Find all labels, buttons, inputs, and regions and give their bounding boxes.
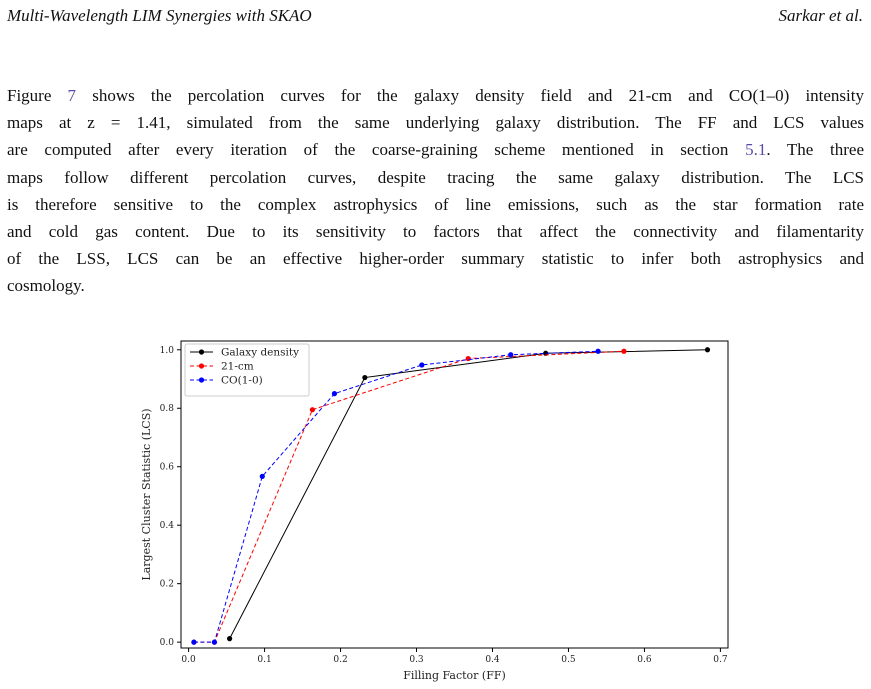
figure-ref-link[interactable]: 7	[67, 86, 77, 105]
y-tick-label: 1.0	[160, 346, 175, 356]
series-line	[229, 349, 708, 639]
x-axis-label: Filling Factor (FF)	[403, 669, 506, 682]
data-point	[419, 362, 425, 368]
paragraph-line: is therefore sensitive to the complex as…	[7, 194, 864, 214]
data-point	[191, 639, 197, 645]
paragraph-line: Figure 7 shows the percolation curves fo…	[7, 82, 864, 109]
x-tick-label: 0.3	[409, 655, 424, 665]
paragraph-line: of the LSS, LCS can be an effective high…	[7, 249, 864, 269]
data-point	[621, 348, 627, 354]
section-ref-link[interactable]: 5.1	[745, 140, 767, 160]
body-paragraph: Figure 7 shows the percolation curves fo…	[7, 82, 864, 300]
legend-label: 21-cm	[221, 361, 254, 373]
legend-marker	[198, 377, 205, 383]
y-tick-label: 0.0	[160, 638, 175, 648]
plot-frame	[180, 340, 729, 649]
data-point	[259, 473, 265, 479]
paragraph-line: maps at z = 1.41, simulated from the sam…	[7, 113, 864, 133]
x-tick-label: 0.5	[561, 655, 576, 665]
data-point	[508, 352, 514, 358]
x-tick-label: 0.4	[485, 655, 500, 665]
y-tick-label: 0.6	[160, 463, 175, 473]
legend-box	[184, 343, 310, 397]
running-header-title: Multi-Wavelength LIM Synergies with SKAO	[7, 6, 312, 25]
x-tick-label: 0.2	[333, 655, 347, 665]
data-point	[465, 355, 471, 362]
legend-label: CO(1-0)	[221, 375, 263, 387]
data-point	[331, 391, 338, 397]
legend-label: Galaxy density	[221, 347, 299, 359]
data-point	[362, 374, 368, 381]
paragraph-line: cosmology.	[7, 276, 85, 296]
legend-marker	[198, 349, 205, 355]
text-run: . The three	[766, 140, 864, 160]
x-tick-label: 0.0	[181, 655, 196, 665]
text-run: are computed after every iteration of th…	[7, 140, 746, 160]
y-tick-label: 0.4	[160, 521, 175, 531]
data-point	[595, 348, 601, 354]
text-run: Figure	[7, 86, 68, 105]
paragraph-line: maps follow different percolation curves…	[7, 167, 864, 187]
legend-marker	[198, 363, 205, 369]
data-point	[704, 347, 711, 353]
x-tick-label: 0.1	[257, 655, 271, 665]
text-run: shows the percolation curves for the gal…	[76, 86, 864, 105]
y-tick-label: 0.8	[160, 404, 175, 414]
data-point	[227, 636, 233, 642]
running-header-authors: Sarkar et al.	[778, 6, 863, 25]
paragraph-line: are computed after every iteration of th…	[7, 136, 864, 163]
paragraph-line: and cold gas content. Due to its sensiti…	[7, 222, 864, 242]
data-point	[309, 407, 316, 413]
x-tick-label: 0.6	[637, 655, 652, 665]
data-point	[211, 639, 218, 645]
y-tick-label: 0.2	[160, 580, 174, 590]
x-tick-label: 0.7	[713, 655, 728, 665]
y-axis-label: Largest Cluster Statistic (LCS)	[140, 408, 153, 580]
